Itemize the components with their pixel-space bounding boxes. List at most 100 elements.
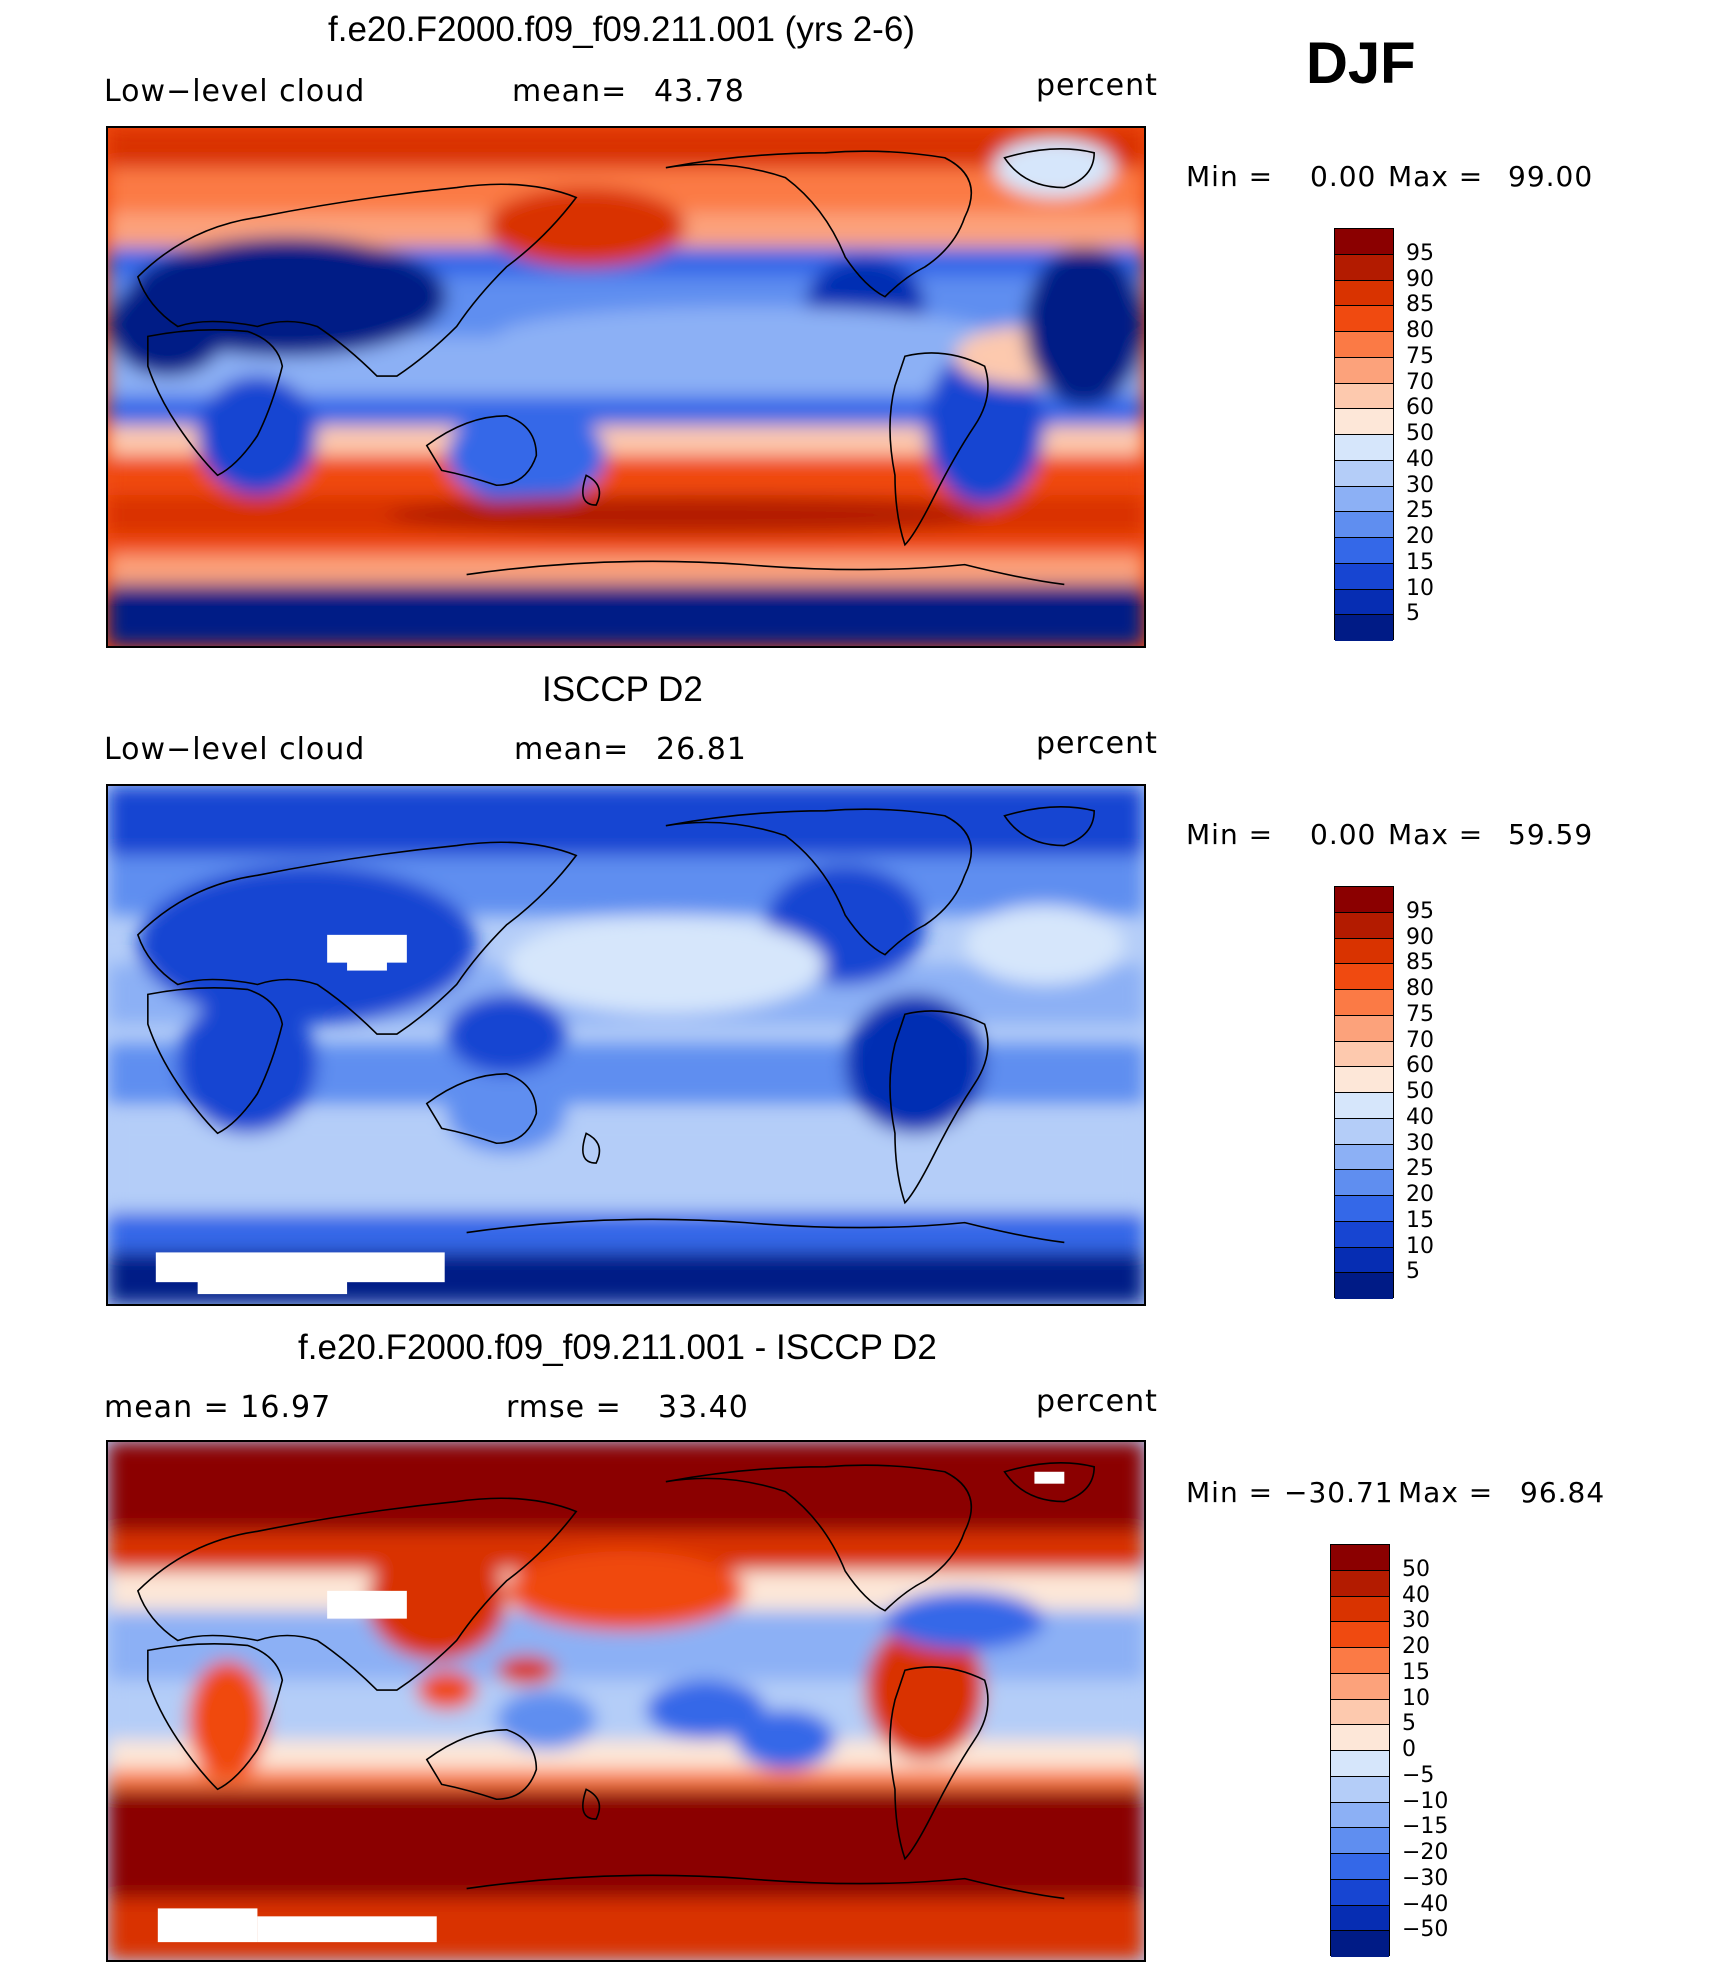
colorbar-swatch bbox=[1331, 1596, 1389, 1623]
colorbar-swatch bbox=[1335, 512, 1393, 538]
panel3-mean-text: mean = 16.97 bbox=[104, 1390, 332, 1425]
colorbar-swatch bbox=[1335, 229, 1393, 255]
panel1-min-label: Min = bbox=[1186, 160, 1274, 193]
panel1-max-label: Max = bbox=[1388, 160, 1484, 193]
colorbar-swatch bbox=[1331, 1879, 1389, 1906]
colorbar-tick-label: 50 bbox=[1406, 1079, 1434, 1104]
panel2-map-graphic bbox=[108, 786, 1144, 1304]
panel3-max-value: 96.84 bbox=[1520, 1476, 1606, 1509]
panel1-variable-label: Low−level cloud bbox=[104, 74, 366, 109]
colorbar-swatch bbox=[1335, 938, 1393, 965]
panel1-mean-value: 43.78 bbox=[654, 74, 745, 109]
colorbar-swatch bbox=[1335, 254, 1393, 281]
colorbar-tick-label: −10 bbox=[1402, 1788, 1449, 1814]
colorbar-swatch bbox=[1331, 1751, 1389, 1777]
colorbar-swatch bbox=[1335, 357, 1393, 384]
colorbar-swatch bbox=[1331, 1828, 1389, 1854]
colorbar-tick-label: 90 bbox=[1406, 924, 1434, 950]
panel2-max-value: 59.59 bbox=[1508, 818, 1594, 851]
panel3-title: f.e20.F2000.f09_f09.211.001 - ISCCP D2 bbox=[298, 1328, 937, 1367]
panel1-title: f.e20.F2000.f09_f09.211.001 (yrs 2-6) bbox=[328, 10, 915, 49]
colorbar-swatch bbox=[1335, 990, 1393, 1016]
colorbar-tick-label: 60 bbox=[1406, 395, 1434, 421]
colorbar-swatch bbox=[1331, 1725, 1389, 1751]
panel2-variable-label: Low−level cloud bbox=[104, 732, 366, 767]
colorbar-swatch bbox=[1335, 1067, 1393, 1093]
panel3-rmse-label: rmse = bbox=[506, 1390, 622, 1425]
colorbar-swatch bbox=[1335, 486, 1393, 513]
colorbar-tick-label: −30 bbox=[1402, 1865, 1449, 1891]
colorbar-tick-label: 10 bbox=[1402, 1685, 1430, 1711]
panel2-min-value: 0.00 bbox=[1310, 818, 1377, 851]
colorbar-tick-label: 10 bbox=[1406, 1233, 1434, 1259]
panel1-min-value: 0.00 bbox=[1310, 160, 1377, 193]
colorbar-tick-label: 20 bbox=[1402, 1634, 1430, 1659]
panel1-map-graphic bbox=[108, 128, 1144, 646]
panel2-map bbox=[106, 784, 1146, 1306]
colorbar-swatch bbox=[1331, 1570, 1389, 1597]
colorbar-tick-label: 15 bbox=[1402, 1659, 1430, 1685]
colorbar-swatch bbox=[1335, 306, 1393, 332]
colorbar-tick-label: 20 bbox=[1406, 1182, 1434, 1207]
colorbar-swatch bbox=[1335, 1196, 1393, 1222]
colorbar-swatch bbox=[1335, 1041, 1393, 1068]
colorbar-tick-label: 75 bbox=[1406, 343, 1434, 369]
colorbar-tick-label: 85 bbox=[1406, 292, 1434, 318]
colorbar-tick-label: −40 bbox=[1402, 1891, 1449, 1917]
colorbar-tick-label: 70 bbox=[1406, 1027, 1434, 1053]
colorbar-tick-label: −20 bbox=[1402, 1840, 1449, 1865]
colorbar-swatch bbox=[1331, 1545, 1389, 1571]
colorbar-tick-label: 5 bbox=[1406, 1259, 1420, 1285]
colorbar-tick-label: 30 bbox=[1402, 1608, 1430, 1634]
panel3-min-value: −30.71 bbox=[1284, 1476, 1394, 1509]
colorbar-tick-label: 25 bbox=[1406, 1156, 1434, 1182]
colorbar-swatch bbox=[1331, 1648, 1389, 1674]
colorbar-tick-label: 10 bbox=[1406, 575, 1434, 601]
colorbar-swatch bbox=[1335, 460, 1393, 487]
colorbar-swatch bbox=[1331, 1802, 1389, 1829]
colorbar-swatch bbox=[1335, 435, 1393, 461]
colorbar-swatch bbox=[1335, 887, 1393, 913]
colorbar-tick-label: 20 bbox=[1406, 524, 1434, 549]
colorbar-swatch bbox=[1331, 1905, 1389, 1932]
panel3-max-label: Max = bbox=[1398, 1476, 1494, 1509]
colorbar-tick-label: 40 bbox=[1406, 446, 1434, 472]
colorbar-tick-label: −5 bbox=[1402, 1762, 1435, 1788]
colorbar-swatch bbox=[1335, 964, 1393, 990]
panel1-colorbar bbox=[1334, 228, 1394, 641]
colorbar-swatch bbox=[1331, 1699, 1389, 1726]
panel3-map bbox=[106, 1440, 1146, 1962]
colorbar-tick-label: 40 bbox=[1406, 1104, 1434, 1130]
colorbar-tick-label: 15 bbox=[1406, 549, 1434, 575]
panel1-mean-label: mean= bbox=[512, 74, 628, 109]
colorbar-swatch bbox=[1335, 409, 1393, 435]
colorbar-tick-label: 90 bbox=[1406, 266, 1434, 292]
colorbar-tick-label: 5 bbox=[1406, 601, 1420, 627]
colorbar-swatch bbox=[1335, 1015, 1393, 1042]
colorbar-swatch bbox=[1331, 1622, 1389, 1648]
colorbar-swatch bbox=[1331, 1776, 1389, 1803]
panel2-units: percent bbox=[1036, 726, 1158, 761]
colorbar-swatch bbox=[1335, 1221, 1393, 1248]
colorbar-tick-label: 5 bbox=[1402, 1711, 1416, 1737]
colorbar-swatch bbox=[1335, 280, 1393, 307]
panel2-mean-label: mean= bbox=[514, 732, 630, 767]
panel2-mean-value: 26.81 bbox=[656, 732, 747, 767]
colorbar-tick-label: 95 bbox=[1406, 240, 1434, 266]
panel3-colorbar bbox=[1330, 1544, 1390, 1957]
colorbar-tick-label: 30 bbox=[1406, 1130, 1434, 1156]
colorbar-tick-label: 25 bbox=[1406, 498, 1434, 524]
colorbar-swatch bbox=[1335, 383, 1393, 410]
colorbar-tick-label: 85 bbox=[1406, 950, 1434, 976]
colorbar-swatch bbox=[1335, 1118, 1393, 1145]
colorbar-tick-label: 75 bbox=[1406, 1001, 1434, 1027]
colorbar-swatch bbox=[1331, 1854, 1389, 1880]
panel2-min-label: Min = bbox=[1186, 818, 1274, 851]
colorbar-swatch bbox=[1335, 332, 1393, 358]
panel1-map bbox=[106, 126, 1146, 648]
colorbar-swatch bbox=[1335, 1093, 1393, 1119]
panel2-colorbar bbox=[1334, 886, 1394, 1299]
colorbar-tick-label: 70 bbox=[1406, 369, 1434, 395]
colorbar-tick-label: −50 bbox=[1402, 1917, 1449, 1943]
panel1-max-value: 99.00 bbox=[1508, 160, 1594, 193]
